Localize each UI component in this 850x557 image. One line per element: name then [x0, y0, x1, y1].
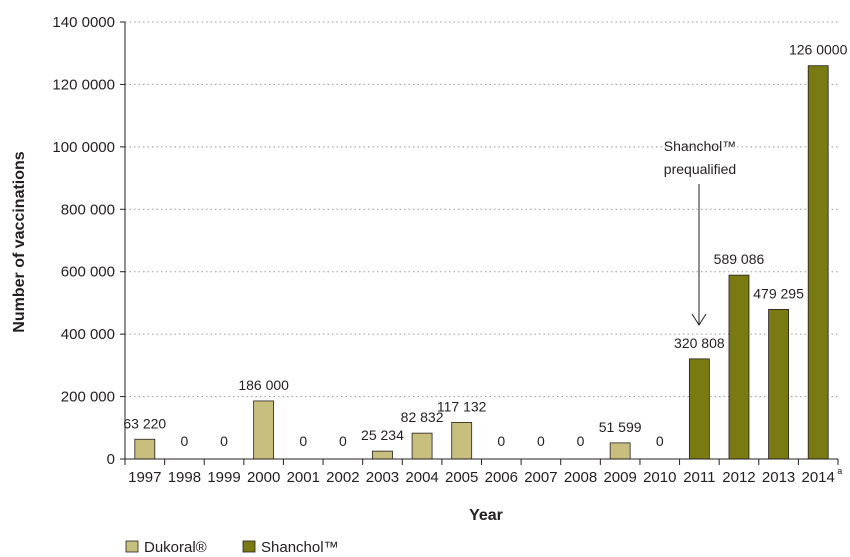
- bar-2005: [451, 422, 473, 460]
- x-tick-label: 2004: [405, 469, 438, 486]
- x-tick-label: 2000: [247, 469, 280, 486]
- legend-label-shanchol: Shanchol™: [261, 539, 339, 556]
- data-label-2001: 0: [299, 433, 307, 449]
- gridlines: [125, 21, 838, 398]
- x-tick-label: 2007: [524, 469, 557, 486]
- x-tick-superscript: a: [837, 466, 842, 476]
- x-axis-title: Year: [469, 507, 503, 524]
- annotation-arrow-head: [691, 313, 707, 326]
- data-label-2007: 0: [537, 433, 545, 449]
- x-tick-label: 2005: [445, 469, 478, 486]
- bar-2013: [768, 308, 789, 460]
- x-tick-label: 2012: [722, 469, 755, 486]
- x-tick-label: 2003: [366, 469, 399, 486]
- x-tick-label: 2010: [643, 469, 676, 486]
- data-label-1999: 0: [220, 433, 228, 449]
- data-label-2009: 51 599: [599, 419, 642, 435]
- bar-2012: [728, 274, 750, 460]
- bar-2009: [609, 442, 631, 460]
- x-tick-label: 2014: [802, 469, 835, 486]
- data-label-2005: 117 132: [437, 398, 487, 414]
- y-tick-label: 200 000: [61, 389, 115, 406]
- y-tick-label: 100 0000: [52, 139, 115, 156]
- annotation-line-2: prequalified: [664, 161, 736, 177]
- bar-1997: [134, 438, 156, 460]
- prequalified-annotation: Shanchol™ prequalified: [664, 138, 736, 326]
- bar-2004: [411, 432, 433, 460]
- x-tick-label: 2013: [762, 469, 795, 486]
- y-tick-label: 400 000: [61, 326, 115, 343]
- annotation-line-1: Shanchol™: [664, 138, 736, 154]
- y-axis-title: Number of vaccinations: [11, 151, 28, 332]
- data-label-2003: 25 234: [361, 427, 404, 443]
- data-label-2010: 0: [656, 433, 664, 449]
- bar-2011: [688, 358, 710, 460]
- data-label-2008: 0: [577, 433, 585, 449]
- x-tick-label: 2001: [287, 469, 320, 486]
- x-tick-label: 2008: [564, 469, 597, 486]
- legend-swatch-shanchol: [242, 540, 256, 553]
- legend: Dukoral® Shanchol™: [125, 539, 339, 556]
- bar-2000: [253, 400, 275, 460]
- legend-swatch-dukoral: [125, 540, 139, 553]
- y-tick-label: 800 000: [61, 201, 115, 218]
- data-label-2000: 186 000: [238, 377, 289, 393]
- legend-label-dukoral: Dukoral®: [144, 539, 207, 556]
- x-tick-label: 1997: [128, 469, 161, 486]
- x-tick-label: 1998: [168, 469, 201, 486]
- y-tick-label: 120 0000: [52, 76, 115, 93]
- x-tick-label: 2011: [683, 469, 715, 486]
- data-label-2004: 82 832: [401, 409, 444, 425]
- bar-2014: [807, 65, 829, 460]
- x-tick-label: 2006: [485, 469, 518, 486]
- data-label-2014: 126 0000: [789, 42, 848, 58]
- ticks-group: 0 200 000 400 000 600 000 800 000 100 0000 120…: [52, 14, 842, 486]
- data-label-2013: 479 295: [753, 285, 804, 301]
- data-label-1997: 63 220: [123, 415, 166, 431]
- data-label-2006: 0: [497, 433, 505, 449]
- y-tick-label: 0: [107, 451, 115, 468]
- data-label-1998: 0: [181, 433, 189, 449]
- bars-group: [134, 65, 829, 460]
- x-tick-label: 1999: [207, 469, 240, 486]
- x-tick-label: 2009: [603, 469, 636, 486]
- data-label-2012: 589 086: [714, 251, 765, 267]
- x-tick-label: 2002: [326, 469, 359, 486]
- y-tick-label: 600 000: [61, 264, 115, 281]
- data-label-2011: 320 808: [674, 335, 725, 351]
- data-label-2002: 0: [339, 433, 347, 449]
- bar-2003: [372, 450, 393, 460]
- y-tick-label: 140 0000: [52, 14, 115, 31]
